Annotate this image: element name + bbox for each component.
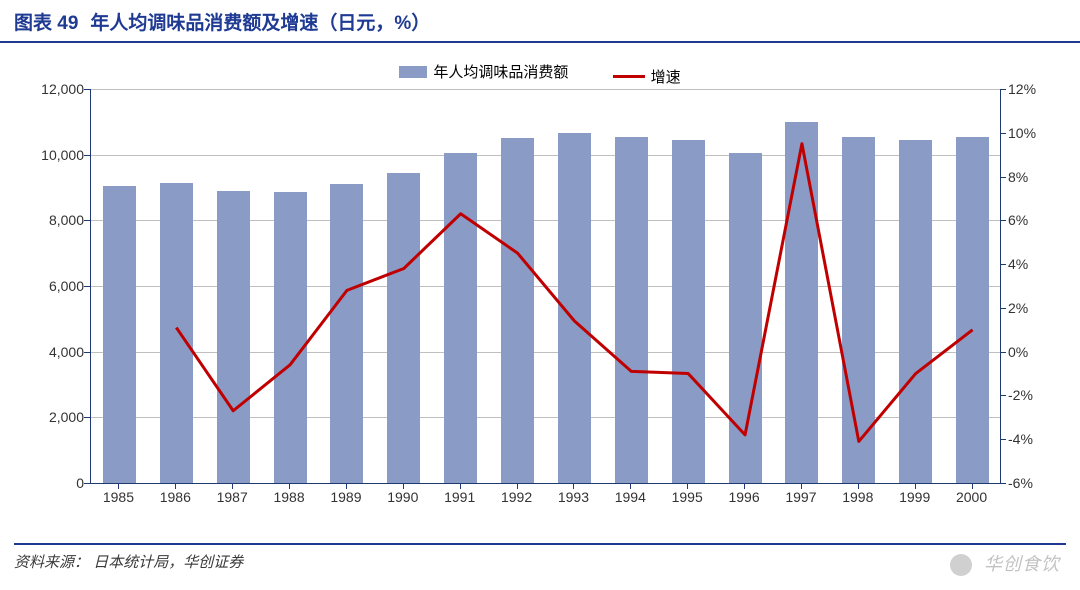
x-tick-label: 1990 bbox=[387, 489, 418, 505]
y-right-tick-label: -2% bbox=[1008, 387, 1052, 403]
y-left-tick-label: 12,000 bbox=[30, 81, 84, 97]
y-right-tick-label: 12% bbox=[1008, 81, 1052, 97]
chart-title-row: 图表 49 年人均调味品消费额及增速（日元，%） bbox=[0, 0, 1080, 43]
wechat-icon bbox=[950, 554, 972, 576]
x-tick-label: 1988 bbox=[273, 489, 304, 505]
chart-container: 图表 49 年人均调味品消费额及增速（日元，%） 年人均调味品消费额 增速 0 2… bbox=[0, 0, 1080, 590]
x-tick-label: 1998 bbox=[842, 489, 873, 505]
y-right-tick-label: -6% bbox=[1008, 475, 1052, 491]
source-row: 资料来源： 日本统计局，华创证券 bbox=[14, 543, 1066, 572]
y-left-tick-label: 10,000 bbox=[30, 147, 84, 163]
x-tick-label: 1994 bbox=[615, 489, 646, 505]
x-tick-label: 1999 bbox=[899, 489, 930, 505]
legend-bar: 年人均调味品消费额 bbox=[399, 61, 568, 82]
growth-line bbox=[91, 89, 1001, 483]
x-tick-label: 1987 bbox=[217, 489, 248, 505]
y-right-tick-label: 0% bbox=[1008, 344, 1052, 360]
watermark: 华创食饮 bbox=[950, 550, 1060, 576]
watermark-text: 华创食饮 bbox=[984, 554, 1060, 574]
legend-line-swatch bbox=[613, 75, 645, 78]
y-right-tick-label: -4% bbox=[1008, 431, 1052, 447]
y-right-tick-label: 4% bbox=[1008, 256, 1052, 272]
x-tick-label: 1991 bbox=[444, 489, 475, 505]
source-text: 日本统计局，华创证券 bbox=[93, 554, 243, 571]
plot-region bbox=[90, 89, 1001, 484]
x-tick-label: 1986 bbox=[160, 489, 191, 505]
y-left-tick-label: 0 bbox=[30, 475, 84, 491]
y-left-tick-label: 4,000 bbox=[30, 344, 84, 360]
source-label: 资料来源： bbox=[14, 554, 89, 571]
chart-area: 年人均调味品消费额 增速 0 2,000 4,000 6,000 8,000 10,000… bbox=[30, 61, 1050, 511]
legend-bar-label: 年人均调味品消费额 bbox=[433, 61, 568, 82]
y-right-tick-label: 8% bbox=[1008, 169, 1052, 185]
x-tick-label: 1989 bbox=[330, 489, 361, 505]
x-tick-label: 1997 bbox=[785, 489, 816, 505]
x-tick-label: 2000 bbox=[956, 489, 987, 505]
x-tick-label: 1996 bbox=[728, 489, 759, 505]
y-left-tick-label: 2,000 bbox=[30, 409, 84, 425]
y-left-tick-label: 6,000 bbox=[30, 278, 84, 294]
chart-title-prefix: 图表 49 bbox=[14, 8, 78, 35]
y-right-tick-label: 6% bbox=[1008, 212, 1052, 228]
x-tick-label: 1993 bbox=[558, 489, 589, 505]
legend-bar-swatch bbox=[399, 66, 427, 78]
y-right-tick-label: 2% bbox=[1008, 300, 1052, 316]
chart-title-text: 年人均调味品消费额及增速（日元，%） bbox=[90, 8, 430, 35]
chart-legend: 年人均调味品消费额 增速 bbox=[30, 61, 1050, 87]
legend-line-label: 增速 bbox=[651, 66, 681, 87]
x-tick-label: 1992 bbox=[501, 489, 532, 505]
y-right-tick-label: 10% bbox=[1008, 125, 1052, 141]
x-tick-label: 1985 bbox=[103, 489, 134, 505]
legend-line: 增速 bbox=[613, 66, 681, 87]
y-left-tick-label: 8,000 bbox=[30, 212, 84, 228]
x-tick-label: 1995 bbox=[672, 489, 703, 505]
